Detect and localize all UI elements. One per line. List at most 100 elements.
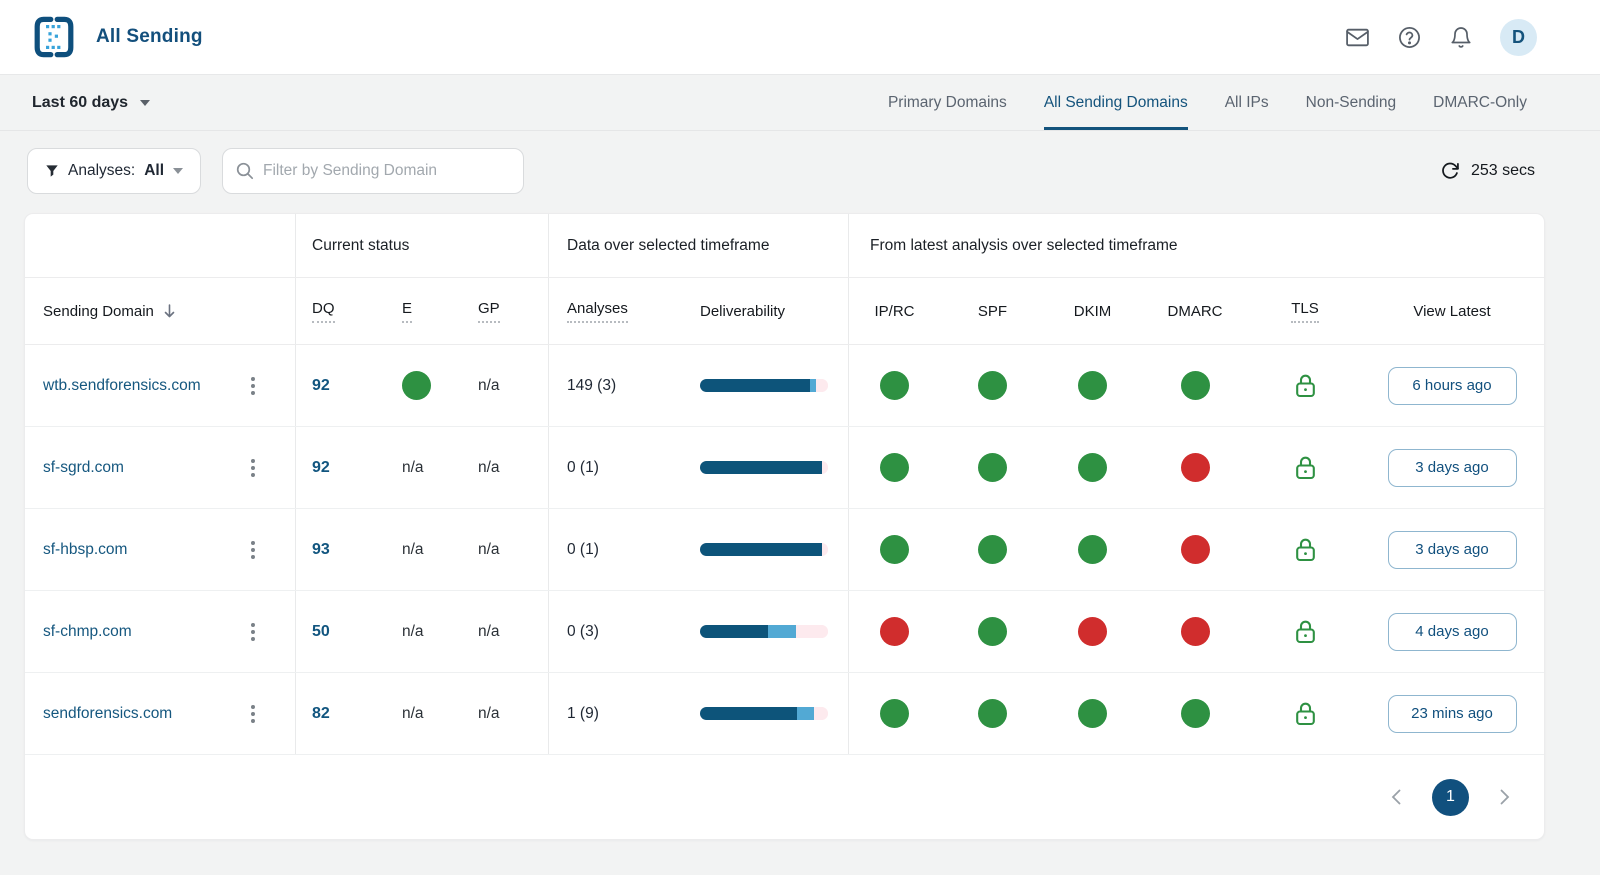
user-avatar[interactable]: D <box>1500 18 1537 56</box>
group-header-row: Current status Data over selected timefra… <box>25 214 1544 278</box>
ip-rc-status-cell <box>848 345 940 426</box>
gp-status-value: n/a <box>478 622 500 640</box>
deliverability-cell <box>683 509 848 590</box>
analyses-value: 149 (3) <box>567 376 617 394</box>
view-latest-cell: 6 hours ago <box>1360 345 1544 426</box>
domain-link[interactable]: wtb.sendforensics.com <box>43 376 201 394</box>
view-latest-button[interactable]: 23 mins ago <box>1387 694 1517 733</box>
current-page-button[interactable]: 1 <box>1432 778 1469 816</box>
tab-non-sending[interactable]: Non-Sending <box>1305 93 1397 111</box>
row-menu-button[interactable] <box>247 537 259 563</box>
tls-lock-icon <box>1295 374 1315 397</box>
deliverability-cell <box>683 673 848 754</box>
column-header-sending-domain[interactable]: Sending Domain <box>25 278 295 344</box>
dq-score-link[interactable]: 50 <box>312 622 330 640</box>
seg-light-segment <box>767 625 796 638</box>
ip-rc-status-green-dot <box>880 535 909 564</box>
prev-page-button[interactable] <box>1385 783 1407 811</box>
row-menu-button[interactable] <box>247 619 259 645</box>
column-header-view-latest: View Latest <box>1360 278 1544 344</box>
dq-cell: 92 <box>295 427 385 508</box>
timeframe-dropdown[interactable]: Last 60 days <box>32 75 151 130</box>
dkim-status-cell <box>1045 673 1140 754</box>
search-input[interactable] <box>263 162 511 180</box>
column-header-dq: DQ <box>295 278 385 344</box>
row-menu-button[interactable] <box>247 701 259 727</box>
gp-status-cell: n/a <box>461 345 548 426</box>
dq-score-link[interactable]: 92 <box>312 458 330 476</box>
domain-link[interactable]: sf-chmp.com <box>43 622 132 640</box>
analyses-filter-dropdown[interactable]: Analyses: All <box>27 148 202 194</box>
tls-cell <box>1250 673 1360 754</box>
tab-all-sending-domains[interactable]: All Sending Domains <box>1043 75 1188 130</box>
tls-cell <box>1250 509 1360 590</box>
row-menu-button[interactable] <box>247 373 259 399</box>
ip-rc-status-red-dot <box>880 617 909 646</box>
e-status-value: n/a <box>402 704 424 722</box>
dkim-status-cell <box>1045 591 1140 672</box>
spf-status-green-dot <box>978 535 1007 564</box>
view-latest-button[interactable]: 3 days ago <box>1387 448 1517 487</box>
deliverability-cell <box>683 427 848 508</box>
domain-link[interactable]: sendforensics.com <box>43 704 173 722</box>
dq-score-link[interactable]: 82 <box>312 704 330 722</box>
tls-lock-icon <box>1295 620 1315 643</box>
tls-lock-icon <box>1295 456 1315 479</box>
spf-status-green-dot <box>978 371 1007 400</box>
domain-link[interactable]: sf-hbsp.com <box>43 540 128 558</box>
row-menu-button[interactable] <box>247 455 259 481</box>
page-title: All Sending <box>96 26 203 47</box>
view-latest-button[interactable]: 3 days ago <box>1387 530 1517 569</box>
refresh-countdown: 253 secs <box>1470 162 1535 179</box>
dq-score-link[interactable]: 92 <box>312 376 330 394</box>
spf-status-green-dot <box>978 453 1007 482</box>
dkim-status-green-dot <box>1078 699 1107 728</box>
dq-score-link[interactable]: 93 <box>312 540 330 558</box>
column-label: DQ <box>312 300 335 323</box>
refresh-icon[interactable] <box>1440 161 1460 181</box>
pagination: 1 <box>25 755 1544 839</box>
mail-icon[interactable] <box>1345 25 1370 50</box>
domain-link[interactable]: sf-sgrd.com <box>43 458 124 476</box>
e-status-cell: n/a <box>385 427 461 508</box>
dmarc-status-red-dot <box>1180 453 1210 482</box>
next-page-button[interactable] <box>1494 783 1516 811</box>
bell-icon[interactable] <box>1449 25 1473 50</box>
spf-status-cell <box>940 345 1045 426</box>
deliverability-bar <box>700 461 828 474</box>
analyses-filter-label: Analyses: <box>68 162 136 179</box>
view-latest-button[interactable]: 4 days ago <box>1387 612 1517 651</box>
tab-dmarc-only[interactable]: DMARC-Only <box>1433 93 1527 111</box>
analyses-cell: 1 (9) <box>548 673 683 754</box>
view-latest-cell: 4 days ago <box>1360 591 1544 672</box>
seg-dark-segment <box>700 461 822 474</box>
seg-dark-segment <box>700 625 768 638</box>
column-header-e: E <box>385 278 461 344</box>
column-label: IP/RC <box>874 302 915 320</box>
dkim-status-green-dot <box>1078 453 1107 482</box>
view-latest-cell: 3 days ago <box>1360 427 1544 508</box>
table-row: sf-sgrd.com 92 n/a n/a 0 (1) 3 days ago <box>25 427 1544 509</box>
ip-rc-status-green-dot <box>880 453 909 482</box>
analyses-value: 0 (1) <box>567 540 599 558</box>
tab-primary-domains[interactable]: Primary Domains <box>887 93 1007 111</box>
dmarc-status-green-dot <box>1180 699 1210 728</box>
filter-funnel-icon <box>46 165 58 177</box>
spf-status-green-dot <box>978 699 1007 728</box>
tls-cell <box>1250 427 1360 508</box>
nav-tabs: Primary Domains All Sending Domains All IP… <box>888 75 1527 130</box>
deliverability-bar <box>700 707 828 720</box>
dkim-status-red-dot <box>1078 617 1107 646</box>
e-status-green-dot <box>402 371 431 400</box>
tab-all-ips[interactable]: All IPs <box>1224 93 1269 111</box>
view-latest-button[interactable]: 6 hours ago <box>1387 366 1517 405</box>
seg-pink-segment <box>821 543 828 556</box>
column-header-spf: SPF <box>940 278 1045 344</box>
seg-dark-segment <box>700 379 811 392</box>
view-latest-cell: 23 mins ago <box>1360 673 1544 754</box>
deliverability-bar <box>700 543 828 556</box>
group-header-blank <box>25 214 295 277</box>
help-icon[interactable] <box>1397 25 1422 50</box>
gp-status-value: n/a <box>478 458 500 476</box>
dkim-status-green-dot <box>1078 371 1107 400</box>
